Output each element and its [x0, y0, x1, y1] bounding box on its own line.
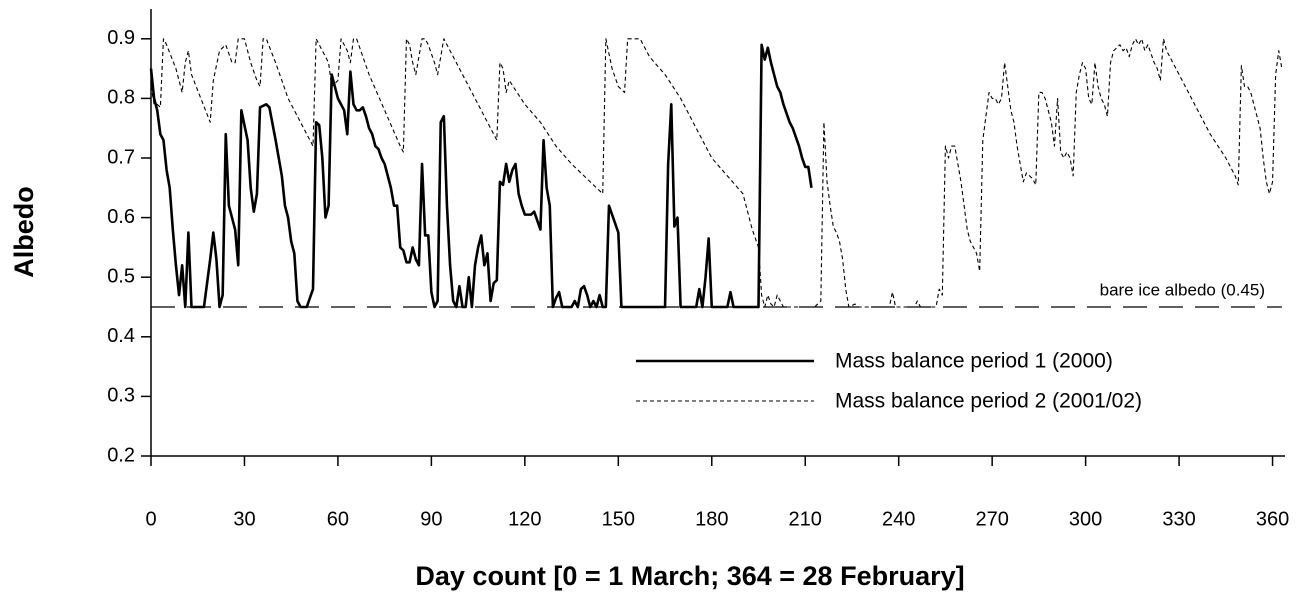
x-tick-label: 0: [145, 508, 156, 530]
x-tick-label: 180: [695, 508, 728, 530]
y-tick-label: 0.9: [107, 27, 135, 49]
x-tick-label: 120: [508, 508, 541, 530]
y-tick-label: 0.5: [107, 265, 135, 287]
x-tick-label: 90: [420, 508, 442, 530]
legend-label: Mass balance period 1 (2000): [835, 350, 1113, 373]
x-tick-label: 240: [882, 508, 915, 530]
y-tick-label: 0.7: [107, 146, 135, 168]
x-tick-label: 300: [1069, 508, 1102, 530]
series-line: [149, 43, 813, 309]
legend-label: Mass balance period 2 (2001/02): [835, 390, 1142, 413]
y-tick-label: 0.2: [107, 444, 135, 466]
y-tick-label: 0.3: [107, 385, 135, 407]
x-tick-label: 330: [1162, 508, 1195, 530]
x-tick-label: 60: [327, 508, 349, 530]
reference-label: bare ice albedo (0.45): [1100, 280, 1265, 299]
y-tick-label: 0.6: [107, 206, 135, 228]
x-tick-label: 210: [789, 508, 822, 530]
x-tick-label: 150: [602, 508, 635, 530]
y-tick-label: 0.8: [107, 87, 135, 109]
x-tick-label: 360: [1256, 508, 1289, 530]
x-tick-label: 30: [233, 508, 255, 530]
x-axis-title: Day count [0 = 1 March; 364 = 28 Februar…: [415, 561, 964, 591]
x-tick-label: 270: [975, 508, 1008, 530]
y-tick-label: 0.4: [107, 325, 135, 347]
series-line: [150, 38, 1283, 308]
y-axis-title: Albedo: [9, 186, 39, 278]
